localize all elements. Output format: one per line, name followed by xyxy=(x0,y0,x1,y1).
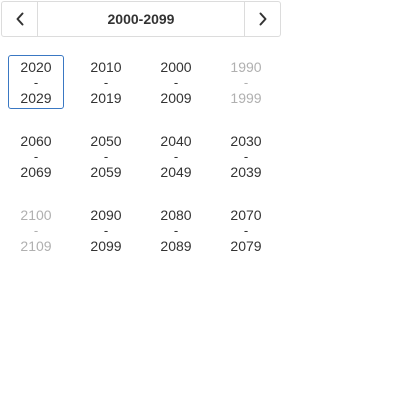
decade-cell[interactable]: 2000 - 2009 xyxy=(148,55,204,109)
decade-cell[interactable]: 2100 - 2109 xyxy=(8,203,64,257)
next-century-button[interactable] xyxy=(244,2,280,36)
decade-end: 2009 xyxy=(160,90,192,106)
decade-cell[interactable]: 2070 - 2079 xyxy=(218,203,274,257)
decade-cell[interactable]: 1990 - 1999 xyxy=(218,55,274,109)
decade-end: 2039 xyxy=(230,164,262,180)
decade-start: 2070 xyxy=(230,207,262,223)
decade-start: 2000 xyxy=(160,59,192,75)
decade-separator: - xyxy=(103,74,109,90)
decade-cell[interactable]: 2080 - 2089 xyxy=(148,203,204,257)
decade-row: 2060 - 2069 2050 - 2059 2040 - 2049 2030… xyxy=(1,129,281,183)
decade-separator: - xyxy=(173,222,179,238)
decade-cell[interactable]: 2030 - 2039 xyxy=(218,129,274,183)
chevron-right-icon xyxy=(259,12,266,26)
decade-picker: 2000-2099 2020 - 2029 2010 - 2019 2000 -… xyxy=(1,1,281,277)
previous-century-button[interactable] xyxy=(2,2,38,36)
decade-start: 1990 xyxy=(230,59,262,75)
decade-separator: - xyxy=(103,222,109,238)
decade-start: 2050 xyxy=(90,133,122,149)
decade-end: 2059 xyxy=(90,164,122,180)
decade-start: 2030 xyxy=(230,133,262,149)
decade-end: 2089 xyxy=(160,238,192,254)
decade-end: 2019 xyxy=(90,90,122,106)
decade-row: 2100 - 2109 2090 - 2099 2080 - 2089 2070… xyxy=(1,203,281,257)
decade-separator: - xyxy=(243,74,249,90)
decade-cell[interactable]: 2060 - 2069 xyxy=(8,129,64,183)
decade-end: 2109 xyxy=(20,238,52,254)
decade-separator: - xyxy=(33,148,39,164)
decade-separator: - xyxy=(243,148,249,164)
decade-end: 2099 xyxy=(90,238,122,254)
decade-cell[interactable]: 2050 - 2059 xyxy=(78,129,134,183)
decade-start: 2040 xyxy=(160,133,192,149)
decade-separator: - xyxy=(173,148,179,164)
decade-cell[interactable]: 2040 - 2049 xyxy=(148,129,204,183)
decade-separator: - xyxy=(173,74,179,90)
decade-cell[interactable]: 2090 - 2099 xyxy=(78,203,134,257)
decade-cell[interactable]: 2020 - 2029 xyxy=(8,55,64,109)
decade-end: 1999 xyxy=(230,90,262,106)
decade-separator: - xyxy=(103,148,109,164)
decade-separator: - xyxy=(33,222,39,238)
decade-end: 2049 xyxy=(160,164,192,180)
decade-start: 2090 xyxy=(90,207,122,223)
decade-end: 2079 xyxy=(230,238,262,254)
decade-start: 2060 xyxy=(20,133,52,149)
picker-header: 2000-2099 xyxy=(1,1,281,37)
chevron-left-icon xyxy=(16,12,23,26)
decade-start: 2100 xyxy=(20,207,52,223)
decade-grid: 2020 - 2029 2010 - 2019 2000 - 2009 1990… xyxy=(1,55,281,257)
decade-start: 2020 xyxy=(20,59,52,75)
decade-separator: - xyxy=(243,222,249,238)
decade-start: 2080 xyxy=(160,207,192,223)
decade-end: 2069 xyxy=(20,164,52,180)
decade-cell[interactable]: 2010 - 2019 xyxy=(78,55,134,109)
decade-start: 2010 xyxy=(90,59,122,75)
decade-end: 2029 xyxy=(20,90,52,106)
decade-row: 2020 - 2029 2010 - 2019 2000 - 2009 1990… xyxy=(1,55,281,109)
decade-separator: - xyxy=(33,74,39,90)
century-title[interactable]: 2000-2099 xyxy=(107,11,175,27)
